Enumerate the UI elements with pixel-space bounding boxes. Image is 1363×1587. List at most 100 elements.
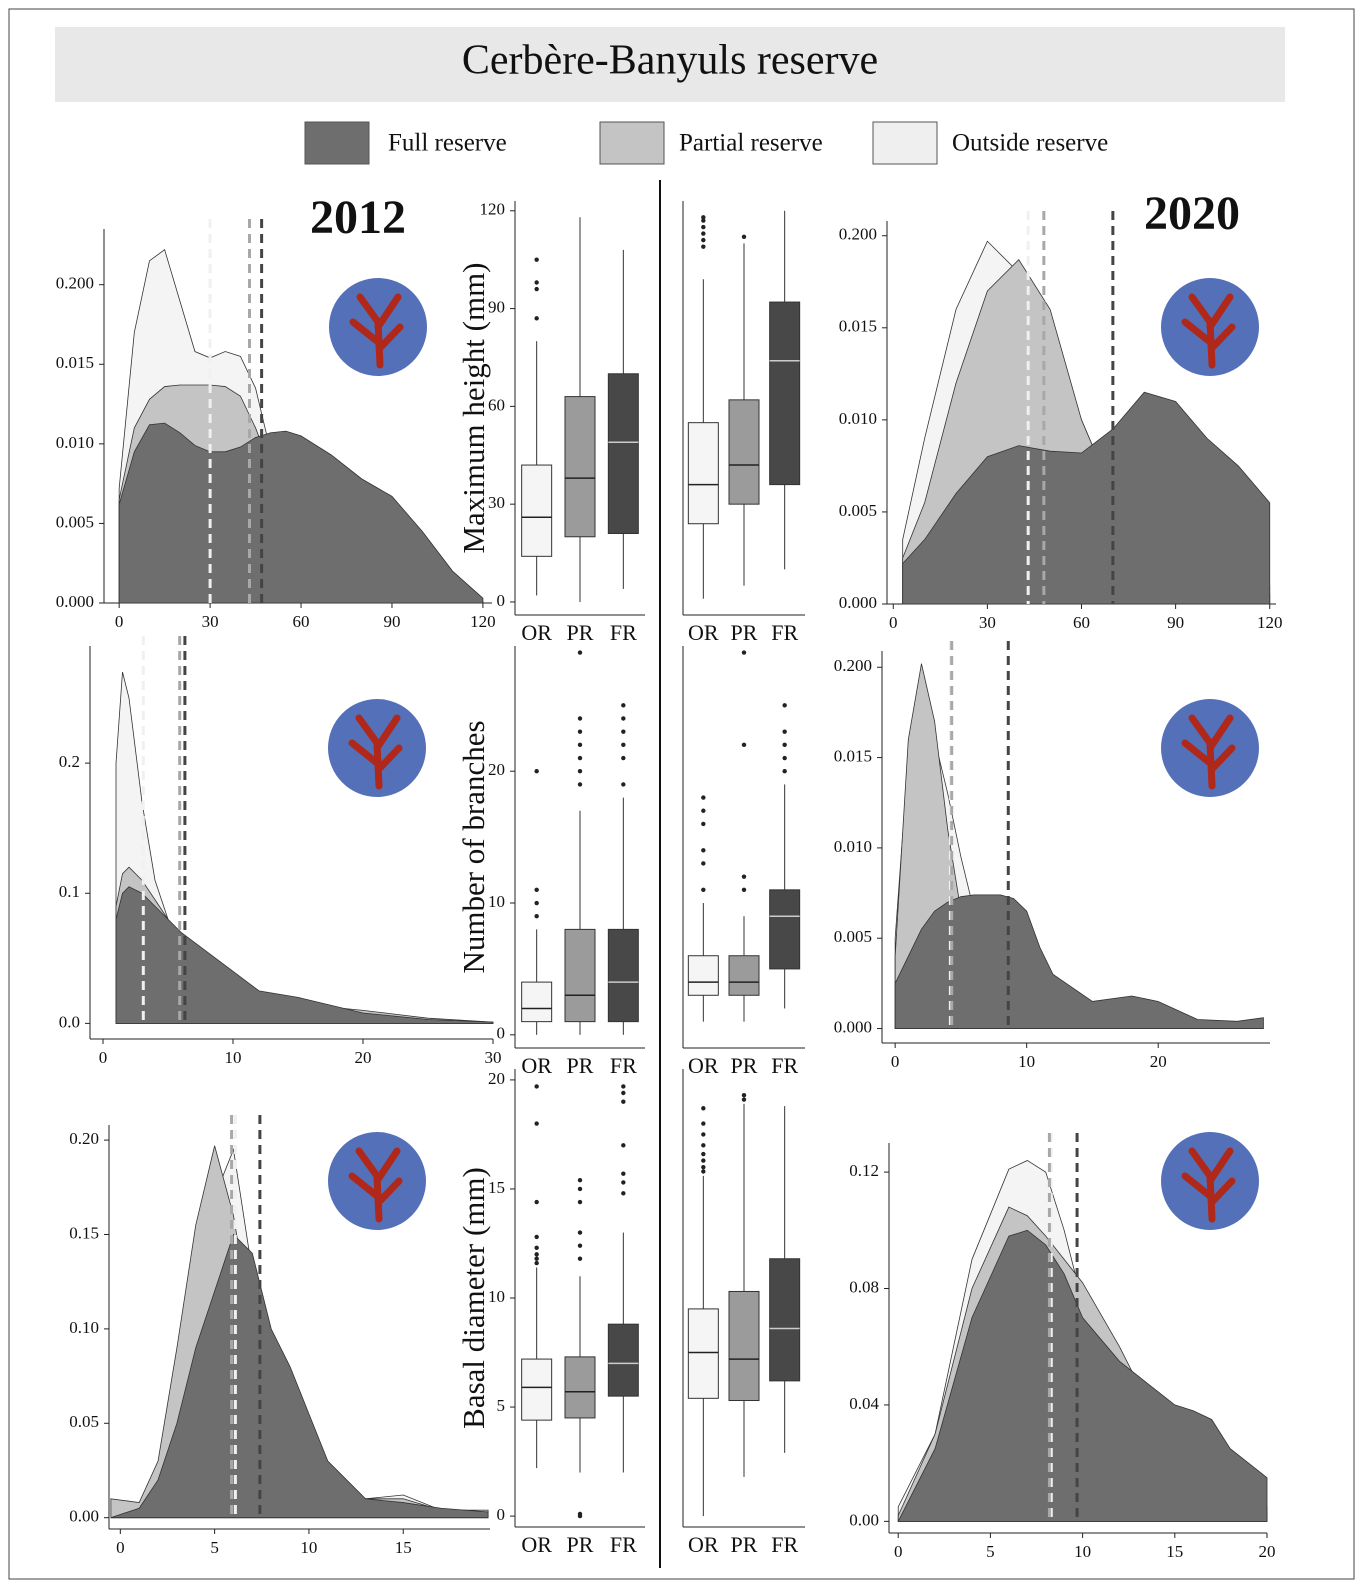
coral-branch <box>1181 1147 1236 1223</box>
outlier <box>621 1084 626 1089</box>
legend-swatch <box>304 121 370 165</box>
y-tick-label: 0.1 <box>59 882 80 901</box>
outlier <box>701 821 706 827</box>
y-tick-label: 0.015 <box>834 746 872 765</box>
x-tick-label: FR <box>610 620 637 645</box>
y-tick-label: 15 <box>488 1178 505 1197</box>
outlier <box>782 769 787 774</box>
x-tick-label: 60 <box>293 612 310 631</box>
x-tick-label: 15 <box>395 1538 412 1557</box>
y-tick-label: 90 <box>488 297 505 316</box>
outlier <box>621 1099 626 1104</box>
box <box>728 1290 760 1402</box>
x-tick-label: 90 <box>1167 613 1184 632</box>
outlier <box>741 1097 747 1102</box>
coral-branch <box>348 1147 403 1223</box>
y-tick-label: 0.0 <box>59 1012 80 1031</box>
y-tick-label: 0.00 <box>849 1510 879 1529</box>
x-tick-label: OR <box>688 1532 719 1557</box>
outlier <box>577 1243 583 1248</box>
density-area <box>894 894 1264 1029</box>
box <box>607 928 639 1023</box>
outlier <box>701 1121 706 1126</box>
outlier <box>621 729 626 734</box>
outlier <box>621 1180 626 1185</box>
box <box>728 955 760 996</box>
outlier <box>741 234 747 240</box>
x-tick-label: 10 <box>300 1538 317 1557</box>
outlier <box>621 1143 626 1148</box>
coral-branch <box>1181 714 1236 790</box>
outlier <box>577 716 583 721</box>
x-tick-label: 120 <box>1257 613 1283 632</box>
outlier <box>701 224 706 230</box>
outlier <box>701 1106 706 1111</box>
y-tick-label: 0.015 <box>56 353 94 372</box>
figure-title: Cerbère-Banyuls reserve <box>462 38 878 84</box>
outlier <box>741 1092 747 1098</box>
outlier <box>577 1230 583 1235</box>
panel-year: 2012 <box>310 191 406 244</box>
y-tick-label: 0.010 <box>834 837 872 856</box>
x-tick-label: 5 <box>986 1542 995 1561</box>
y-tick-label: 0.010 <box>56 433 94 452</box>
x-tick-label: FR <box>771 620 798 645</box>
x-tick-label: OR <box>521 1532 552 1557</box>
outlier <box>782 755 787 761</box>
legend-swatch <box>872 121 938 165</box>
outlier <box>621 1191 626 1196</box>
box <box>687 422 719 525</box>
y-tick-label: 0 <box>497 1505 506 1524</box>
density-area <box>115 886 494 1024</box>
outlier <box>534 887 539 893</box>
y-tick-label: 120 <box>480 200 506 219</box>
panel-year: 2020 <box>1144 187 1240 240</box>
x-tick-label: FR <box>610 1532 637 1557</box>
box <box>769 301 801 486</box>
x-tick-label: OR <box>521 620 552 645</box>
outlier <box>534 769 539 774</box>
outlier <box>577 1186 583 1192</box>
outlier <box>577 755 583 761</box>
outlier <box>534 1260 539 1266</box>
outlier <box>534 316 539 321</box>
outlier <box>701 848 706 853</box>
legend-swatch <box>599 121 665 165</box>
x-tick-label: PR <box>567 1053 594 1078</box>
outlier <box>741 887 747 893</box>
y-tick-label: 30 <box>488 493 505 512</box>
box <box>687 955 719 996</box>
y-tick-label: 0.00 <box>69 1507 99 1526</box>
box <box>607 373 639 535</box>
y-axis-title: Number of branches <box>456 720 491 973</box>
y-tick-label: 0.005 <box>839 501 877 520</box>
outlier <box>701 1151 706 1157</box>
frame <box>8 8 1355 1580</box>
x-tick-label: PR <box>731 620 758 645</box>
legend-label: Partial reserve <box>679 130 823 157</box>
y-tick-label: 0.200 <box>839 225 877 244</box>
box <box>687 1308 719 1399</box>
x-tick-label: 90 <box>383 612 400 631</box>
box <box>564 396 596 538</box>
x-tick-label: 5 <box>210 1538 219 1557</box>
outlier <box>577 1199 583 1205</box>
outlier <box>534 1121 539 1126</box>
outlier <box>621 703 626 708</box>
coral-branch <box>349 293 404 369</box>
y-tick-label: 0 <box>497 591 506 610</box>
box <box>564 1356 596 1419</box>
x-tick-label: FR <box>771 1053 798 1078</box>
x-tick-label: 0 <box>115 612 124 631</box>
box <box>769 889 801 970</box>
outlier <box>782 742 787 748</box>
outlier <box>534 1234 539 1240</box>
outlier <box>701 1132 706 1137</box>
x-tick-label: 30 <box>202 612 219 631</box>
x-tick-label: 10 <box>1074 1542 1091 1561</box>
y-tick-label: 0.05 <box>69 1412 99 1431</box>
y-tick-label: 0.005 <box>56 512 94 531</box>
outlier <box>577 1178 583 1183</box>
outlier <box>621 742 626 748</box>
